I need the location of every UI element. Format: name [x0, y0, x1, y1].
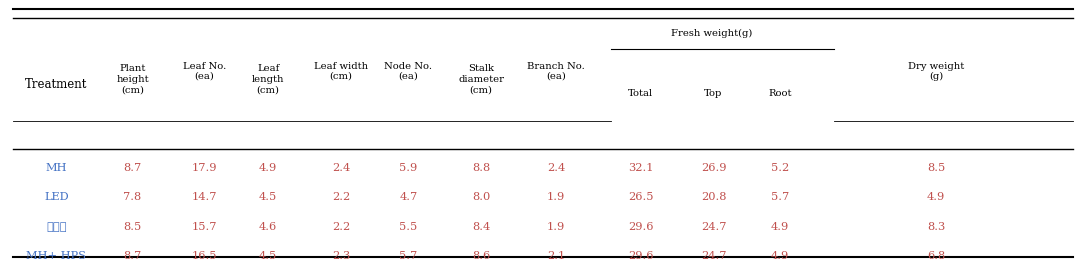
Text: 8.5: 8.5: [124, 222, 141, 232]
Text: Root: Root: [768, 89, 792, 98]
Text: 14.7: 14.7: [191, 192, 217, 202]
Text: Top: Top: [705, 89, 722, 98]
Text: 4.9: 4.9: [771, 251, 788, 261]
Text: 4.6: 4.6: [260, 222, 277, 232]
Text: 2.4: 2.4: [332, 163, 350, 173]
Text: 15.7: 15.7: [191, 222, 217, 232]
Text: Plant
height
(cm): Plant height (cm): [116, 64, 149, 94]
Text: 17.9: 17.9: [191, 163, 217, 173]
Text: 8.5: 8.5: [927, 163, 945, 173]
Text: 4.5: 4.5: [260, 251, 277, 261]
Text: 5.2: 5.2: [771, 163, 788, 173]
Text: 8.0: 8.0: [472, 192, 490, 202]
Text: 4.9: 4.9: [771, 222, 788, 232]
Text: 7.8: 7.8: [124, 192, 141, 202]
Text: 4.7: 4.7: [400, 192, 417, 202]
Text: 29.6: 29.6: [628, 251, 654, 261]
Text: 4.9: 4.9: [927, 192, 945, 202]
Text: Leaf width
(cm): Leaf width (cm): [314, 62, 368, 81]
Text: 24.7: 24.7: [700, 251, 727, 261]
Text: Branch No.
(ea): Branch No. (ea): [527, 62, 585, 81]
Text: 5.5: 5.5: [400, 222, 417, 232]
Text: 5.7: 5.7: [771, 192, 788, 202]
Text: 4.5: 4.5: [260, 192, 277, 202]
Text: 6.8: 6.8: [927, 251, 945, 261]
Text: Total: Total: [628, 89, 654, 98]
Text: 16.5: 16.5: [191, 251, 217, 261]
Text: 5.7: 5.7: [400, 251, 417, 261]
Text: 29.6: 29.6: [628, 222, 654, 232]
Text: MH: MH: [46, 163, 67, 173]
Text: 8.6: 8.6: [472, 251, 490, 261]
Text: 26.9: 26.9: [700, 163, 727, 173]
Text: 2.4: 2.4: [547, 163, 565, 173]
Text: 8.8: 8.8: [472, 163, 490, 173]
Text: 1.9: 1.9: [547, 222, 565, 232]
Text: 5.9: 5.9: [400, 163, 417, 173]
Text: 20.8: 20.8: [700, 192, 727, 202]
Text: 2.3: 2.3: [332, 251, 350, 261]
Text: Fresh weight(g): Fresh weight(g): [671, 29, 752, 37]
Text: 8.7: 8.7: [124, 251, 141, 261]
Text: Leaf No.
(ea): Leaf No. (ea): [182, 62, 226, 81]
Text: 4.9: 4.9: [260, 163, 277, 173]
Text: 8.7: 8.7: [124, 163, 141, 173]
Text: Stalk
diameter
(cm): Stalk diameter (cm): [458, 64, 504, 94]
Text: 2.2: 2.2: [332, 222, 350, 232]
Text: 2.1: 2.1: [547, 251, 565, 261]
Text: Treatment: Treatment: [25, 78, 88, 91]
Text: 8.4: 8.4: [472, 222, 490, 232]
Text: 신광원: 신광원: [47, 222, 66, 232]
Text: 1.9: 1.9: [547, 192, 565, 202]
Text: 24.7: 24.7: [700, 222, 727, 232]
Text: Dry weight
(g): Dry weight (g): [908, 62, 964, 81]
Text: MH+ HPS: MH+ HPS: [26, 251, 87, 261]
Text: 2.2: 2.2: [332, 192, 350, 202]
Text: 32.1: 32.1: [628, 163, 654, 173]
Text: Node No.
(ea): Node No. (ea): [384, 62, 432, 81]
Text: Leaf
length
(cm): Leaf length (cm): [252, 64, 285, 94]
Text: 26.5: 26.5: [628, 192, 654, 202]
Text: 8.3: 8.3: [927, 222, 945, 232]
Text: LED: LED: [45, 192, 68, 202]
